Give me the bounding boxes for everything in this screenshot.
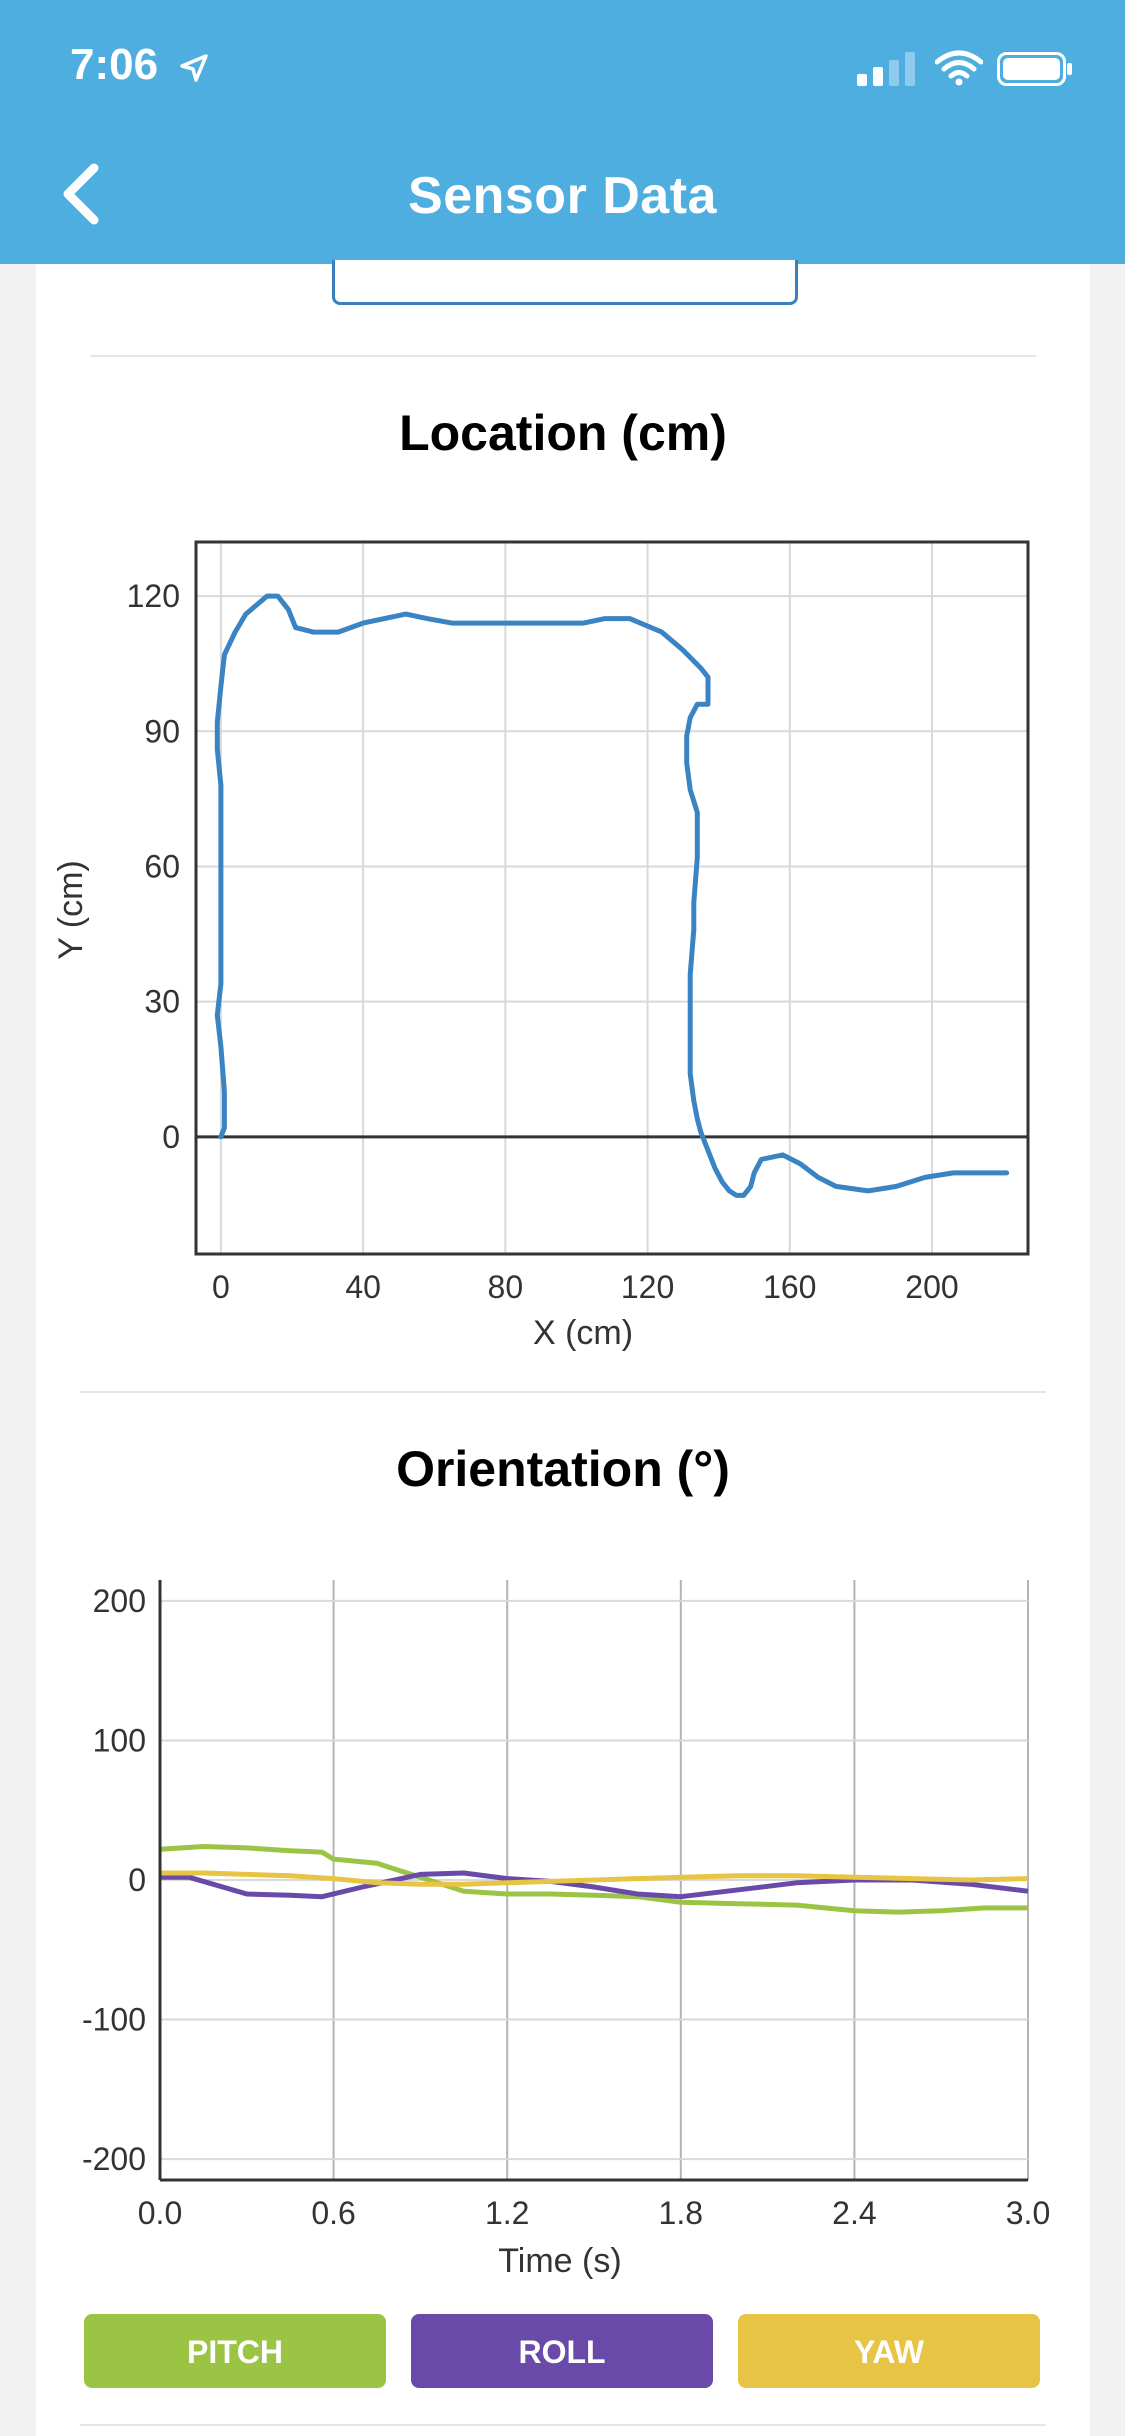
divider	[80, 2424, 1046, 2426]
divider	[80, 1391, 1046, 1393]
status-time: 7:06	[70, 40, 159, 89]
legend-pitch-button[interactable]: PITCH	[84, 2314, 386, 2388]
location-x-tick-label: 40	[345, 1269, 381, 1305]
location-chart-title: Location (cm)	[399, 405, 727, 461]
orientation-yaw-line	[160, 1870, 1029, 1887]
location-y-tick-label: 120	[127, 578, 180, 614]
orientation-x-tick-label: 0.0	[138, 2195, 182, 2231]
divider	[90, 355, 1036, 357]
location-x-tick-label: 200	[905, 1269, 958, 1305]
orientation-y-tick-label: -200	[82, 2141, 146, 2177]
battery-icon	[997, 52, 1072, 86]
location-arrow-icon	[180, 54, 208, 82]
orientation-x-tick-label: 2.4	[832, 2195, 876, 2231]
orientation-y-tick-label: 0	[128, 1862, 146, 1898]
orientation-x-axis-label: Time (s)	[498, 2242, 621, 2280]
back-button[interactable]	[50, 154, 130, 234]
orientation-chart-title: Orientation (°)	[396, 1441, 730, 1497]
nav-bar: Sensor Data	[0, 130, 1125, 264]
location-x-tick-label: 80	[488, 1269, 524, 1305]
chevron-left-icon	[63, 163, 99, 225]
location-x-tick-label: 0	[212, 1269, 230, 1305]
orientation-y-tick-label: 100	[93, 1722, 146, 1758]
orientation-y-tick-label: 200	[93, 1583, 146, 1619]
location-chart: 0 40 80 120 160 200 0 30 60 90 120 X (cm) Y (cm)	[52, 540, 1030, 1352]
orientation-pitch-line	[159, 1844, 1028, 1915]
location-x-axis-label: X (cm)	[533, 1314, 633, 1352]
location-x-tick-label: 160	[763, 1269, 816, 1305]
orientation-x-tick-label: 1.2	[485, 2195, 529, 2231]
location-y-tick-label: 0	[162, 1119, 180, 1155]
status-icons	[857, 48, 1077, 88]
orientation-chart: 0.0 0.6 1.2 1.8 2.4 3.0 200 100 0 -100 -200 Time (…	[82, 1580, 1050, 2280]
page-title: Sensor Data	[408, 167, 717, 225]
location-path-line	[214, 593, 1010, 1198]
legend-roll-button[interactable]: ROLL	[411, 2314, 713, 2388]
signal-icon	[857, 52, 915, 86]
wifi-icon	[935, 50, 983, 86]
orientation-x-tick-label: 0.6	[311, 2195, 355, 2231]
orientation-y-tick-label: -100	[82, 2002, 146, 2038]
location-y-axis-label: Y (cm)	[52, 860, 90, 959]
status-bar: 7:06	[0, 0, 1125, 130]
location-plot-area	[196, 542, 1028, 1254]
location-y-tick-label: 30	[144, 984, 180, 1020]
location-y-tick-label: 90	[144, 713, 180, 749]
orientation-x-tick-label: 3.0	[1006, 2195, 1050, 2231]
location-y-tick-label: 60	[144, 848, 180, 884]
orientation-x-tick-label: 1.8	[659, 2195, 703, 2231]
legend-yaw-button[interactable]: YAW	[738, 2314, 1040, 2388]
input-box[interactable]	[332, 260, 798, 305]
content-card: Location (cm) 0 40 80 120 160 200 0 30 60 90 120 X…	[36, 260, 1090, 2436]
location-x-tick-label: 120	[621, 1269, 674, 1305]
location-plot-frame	[194, 540, 1030, 1256]
